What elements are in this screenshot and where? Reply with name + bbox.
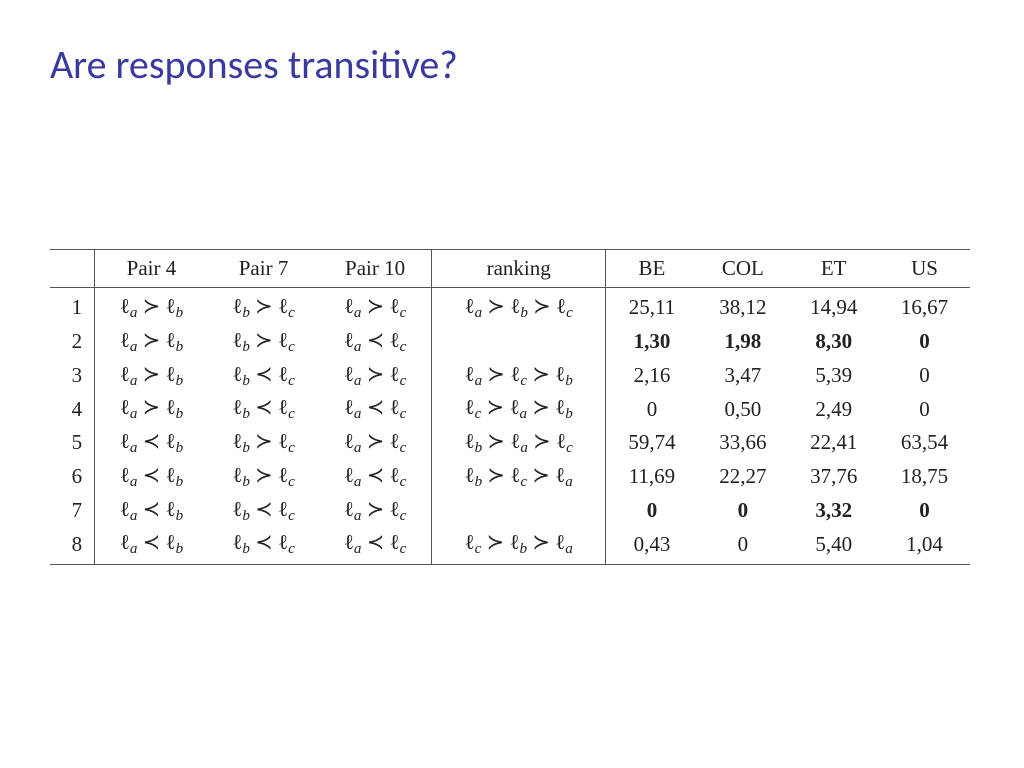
cell: ℓa ≻ ℓc xyxy=(319,494,431,528)
table-header-row: Pair 4 Pair 7 Pair 10 ranking BE COL ET … xyxy=(50,250,970,288)
cell: ℓa ≻ ℓc xyxy=(319,288,431,325)
slide-title: Are responses transitive? xyxy=(50,40,974,89)
cell: 37,76 xyxy=(788,460,879,494)
cell: 0 xyxy=(879,359,970,393)
cell: 1 xyxy=(50,288,95,325)
cell: 38,12 xyxy=(697,288,788,325)
cell: ℓa ≺ ℓb xyxy=(95,426,208,460)
cell: ℓb ≺ ℓc xyxy=(208,527,319,564)
table-row: 4ℓa ≻ ℓbℓb ≺ ℓcℓa ≺ ℓcℓc ≻ ℓa ≻ ℓb00,502… xyxy=(50,392,970,426)
col-pair10: Pair 10 xyxy=(319,250,431,288)
cell: ℓb ≻ ℓc xyxy=(208,426,319,460)
cell: 16,67 xyxy=(879,288,970,325)
cell: 63,54 xyxy=(879,426,970,460)
slide: Are responses transitive? Pair 4 Pair 7 … xyxy=(0,0,1024,768)
cell: 0 xyxy=(606,392,698,426)
cell: ℓb ≻ ℓa ≻ ℓc xyxy=(431,426,606,460)
col-et: ET xyxy=(788,250,879,288)
cell: 14,94 xyxy=(788,288,879,325)
cell: 59,74 xyxy=(606,426,698,460)
table-row: 1ℓa ≻ ℓbℓb ≻ ℓcℓa ≻ ℓcℓa ≻ ℓb ≻ ℓc25,113… xyxy=(50,288,970,325)
transitivity-table: Pair 4 Pair 7 Pair 10 ranking BE COL ET … xyxy=(50,249,970,565)
cell: ℓb ≻ ℓc ≻ ℓa xyxy=(431,460,606,494)
col-empty xyxy=(50,250,95,288)
col-pair4: Pair 4 xyxy=(95,250,208,288)
cell: ℓa ≻ ℓc ≻ ℓb xyxy=(431,359,606,393)
table-row: 6ℓa ≺ ℓbℓb ≻ ℓcℓa ≺ ℓcℓb ≻ ℓc ≻ ℓa11,692… xyxy=(50,460,970,494)
cell: ℓb ≺ ℓc xyxy=(208,359,319,393)
cell: ℓa ≺ ℓb xyxy=(95,494,208,528)
cell: ℓb ≻ ℓc xyxy=(208,325,319,359)
table-row: 2ℓa ≻ ℓbℓb ≻ ℓcℓa ≺ ℓc 1,301,988,300 xyxy=(50,325,970,359)
cell: ℓb ≻ ℓc xyxy=(208,288,319,325)
cell: ℓa ≺ ℓc xyxy=(319,460,431,494)
cell: 1,04 xyxy=(879,527,970,564)
cell: 8 xyxy=(50,527,95,564)
cell: 0 xyxy=(879,392,970,426)
cell: 22,27 xyxy=(697,460,788,494)
table-row: 7ℓa ≺ ℓbℓb ≺ ℓcℓa ≻ ℓc003,320 xyxy=(50,494,970,528)
cell: 1,98 xyxy=(697,325,788,359)
cell: 3,32 xyxy=(788,494,879,528)
col-ranking: ranking xyxy=(431,250,606,288)
table-row: 8ℓa ≺ ℓbℓb ≺ ℓcℓa ≺ ℓcℓc ≻ ℓb ≻ ℓa0,4305… xyxy=(50,527,970,564)
cell: ℓa ≺ ℓc xyxy=(319,325,431,359)
col-be: BE xyxy=(606,250,698,288)
cell: ℓc ≻ ℓb ≻ ℓa xyxy=(431,527,606,564)
cell: ℓa ≻ ℓb ≻ ℓc xyxy=(431,288,606,325)
cell: ℓb ≺ ℓc xyxy=(208,392,319,426)
cell: 3 xyxy=(50,359,95,393)
col-col: COL xyxy=(697,250,788,288)
cell: 11,69 xyxy=(606,460,698,494)
table-container: Pair 4 Pair 7 Pair 10 ranking BE COL ET … xyxy=(50,249,974,565)
cell: 0 xyxy=(697,494,788,528)
cell xyxy=(431,325,606,359)
col-pair7: Pair 7 xyxy=(208,250,319,288)
cell: ℓa ≻ ℓb xyxy=(95,359,208,393)
cell: ℓa ≻ ℓb xyxy=(95,392,208,426)
cell: 3,47 xyxy=(697,359,788,393)
cell: 0 xyxy=(697,527,788,564)
table-body: 1ℓa ≻ ℓbℓb ≻ ℓcℓa ≻ ℓcℓa ≻ ℓb ≻ ℓc25,113… xyxy=(50,288,970,565)
cell: 2 xyxy=(50,325,95,359)
cell: ℓa ≻ ℓc xyxy=(319,359,431,393)
cell: 25,11 xyxy=(606,288,698,325)
col-us: US xyxy=(879,250,970,288)
cell xyxy=(431,494,606,528)
cell: 22,41 xyxy=(788,426,879,460)
table-row: 5ℓa ≺ ℓbℓb ≻ ℓcℓa ≻ ℓcℓb ≻ ℓa ≻ ℓc59,743… xyxy=(50,426,970,460)
cell: ℓa ≺ ℓb xyxy=(95,460,208,494)
cell: 7 xyxy=(50,494,95,528)
cell: ℓb ≺ ℓc xyxy=(208,494,319,528)
cell: 0,43 xyxy=(606,527,698,564)
cell: ℓa ≺ ℓc xyxy=(319,527,431,564)
cell: 33,66 xyxy=(697,426,788,460)
table-row: 3ℓa ≻ ℓbℓb ≺ ℓcℓa ≻ ℓcℓa ≻ ℓc ≻ ℓb2,163,… xyxy=(50,359,970,393)
cell: ℓa ≺ ℓc xyxy=(319,392,431,426)
cell: 0 xyxy=(879,325,970,359)
cell: ℓc ≻ ℓa ≻ ℓb xyxy=(431,392,606,426)
cell: ℓb ≻ ℓc xyxy=(208,460,319,494)
cell: 0,50 xyxy=(697,392,788,426)
cell: 2,16 xyxy=(606,359,698,393)
cell: 0 xyxy=(879,494,970,528)
cell: 2,49 xyxy=(788,392,879,426)
cell: 5 xyxy=(50,426,95,460)
cell: 1,30 xyxy=(606,325,698,359)
cell: ℓa ≻ ℓc xyxy=(319,426,431,460)
cell: ℓa ≺ ℓb xyxy=(95,527,208,564)
cell: 5,39 xyxy=(788,359,879,393)
cell: 18,75 xyxy=(879,460,970,494)
cell: 8,30 xyxy=(788,325,879,359)
cell: 4 xyxy=(50,392,95,426)
cell: ℓa ≻ ℓb xyxy=(95,288,208,325)
cell: ℓa ≻ ℓb xyxy=(95,325,208,359)
cell: 6 xyxy=(50,460,95,494)
cell: 5,40 xyxy=(788,527,879,564)
cell: 0 xyxy=(606,494,698,528)
